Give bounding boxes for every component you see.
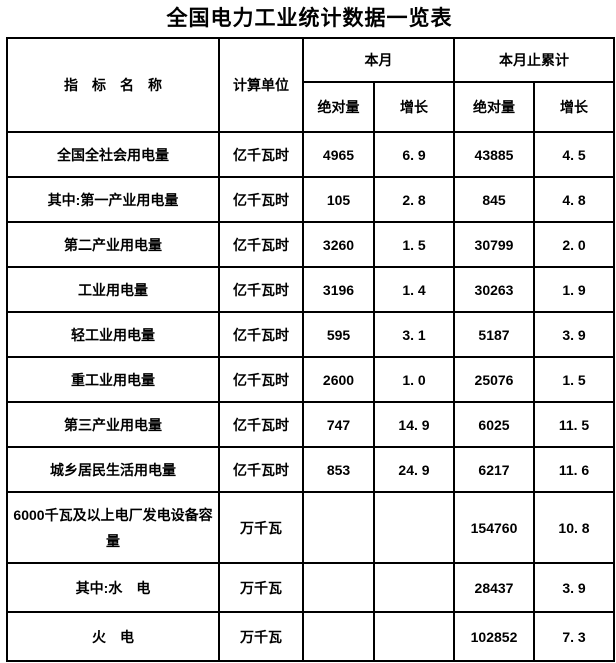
value-cell: 25076 — [453, 356, 535, 403]
value-cell: 595 — [302, 311, 375, 358]
unit-cell: 亿千瓦时 — [218, 176, 304, 223]
value-cell: 2600 — [302, 356, 375, 403]
value-cell: 3. 9 — [533, 562, 615, 613]
value-cell: 1. 5 — [533, 356, 615, 403]
value-cell — [373, 491, 455, 564]
col-header-unit: 计算单位 — [218, 37, 304, 133]
table-row: 轻工业用电量 亿千瓦时 595 3. 1 5187 3. 9 — [6, 311, 615, 358]
value-cell: 3196 — [302, 266, 375, 313]
col-header-cumulative-growth: 增长 — [533, 81, 615, 133]
indicator-cell: 6000千瓦及以上电厂发电设备容量 — [6, 491, 220, 564]
value-cell: 2. 8 — [373, 176, 455, 223]
unit-cell: 亿千瓦时 — [218, 401, 304, 448]
unit-cell: 亿千瓦时 — [218, 446, 304, 493]
statistics-table: 指 标 名 称 计算单位 本月 本月止累计 绝对量 增长 绝对量 增长 全国全社… — [6, 37, 615, 662]
value-cell: 30263 — [453, 266, 535, 313]
page-title: 全国电力工业统计数据一览表 — [166, 7, 453, 30]
table-row: 城乡居民生活用电量 亿千瓦时 853 24. 9 6217 11. 6 — [6, 446, 615, 493]
value-cell: 4. 8 — [533, 176, 615, 223]
indicator-cell: 工业用电量 — [6, 266, 220, 313]
unit-cell: 亿千瓦时 — [218, 221, 304, 268]
unit-cell: 万千瓦 — [218, 611, 304, 662]
value-cell: 747 — [302, 401, 375, 448]
unit-cell: 亿千瓦时 — [218, 356, 304, 403]
indicator-cell: 第三产业用电量 — [6, 401, 220, 448]
value-cell: 4965 — [302, 131, 375, 178]
value-cell — [373, 562, 455, 613]
col-header-cumulative-absolute: 绝对量 — [453, 81, 535, 133]
value-cell: 7. 3 — [533, 611, 615, 662]
col-header-month-growth: 增长 — [373, 81, 455, 133]
value-cell: 105 — [302, 176, 375, 223]
value-cell: 4. 5 — [533, 131, 615, 178]
value-cell — [373, 611, 455, 662]
value-cell: 24. 9 — [373, 446, 455, 493]
table-row: 第三产业用电量 亿千瓦时 747 14. 9 6025 11. 5 — [6, 401, 615, 448]
indicator-cell: 重工业用电量 — [6, 356, 220, 403]
indicator-cell: 轻工业用电量 — [6, 311, 220, 358]
indicator-cell: 城乡居民生活用电量 — [6, 446, 220, 493]
value-cell: 1. 5 — [373, 221, 455, 268]
value-cell: 3. 1 — [373, 311, 455, 358]
value-cell: 6. 9 — [373, 131, 455, 178]
col-header-cumulative: 本月止累计 — [453, 37, 615, 83]
value-cell: 1. 0 — [373, 356, 455, 403]
header-row-subcolumns: 绝对量 增长 绝对量 增长 — [7, 81, 615, 133]
value-cell: 43885 — [453, 131, 535, 178]
value-cell: 102852 — [453, 611, 535, 662]
value-cell: 5187 — [453, 311, 535, 358]
indicator-cell: 第二产业用电量 — [6, 221, 220, 268]
indicator-cell: 全国全社会用电量 — [6, 131, 220, 178]
value-cell — [302, 562, 375, 613]
value-cell: 28437 — [453, 562, 535, 613]
value-cell: 1. 4 — [373, 266, 455, 313]
value-cell: 853 — [302, 446, 375, 493]
table-row: 其中:第一产业用电量 亿千瓦时 105 2. 8 845 4. 8 — [6, 176, 615, 223]
value-cell: 11. 6 — [533, 446, 615, 493]
table-row: 重工业用电量 亿千瓦时 2600 1. 0 25076 1. 5 — [6, 356, 615, 403]
value-cell: 6217 — [453, 446, 535, 493]
value-cell: 845 — [453, 176, 535, 223]
value-cell: 11. 5 — [533, 401, 615, 448]
value-cell: 154760 — [453, 491, 535, 564]
value-cell: 14. 9 — [373, 401, 455, 448]
table-row: 全国全社会用电量 亿千瓦时 4965 6. 9 43885 4. 5 — [6, 131, 615, 178]
value-cell — [302, 491, 375, 564]
table-row: 第二产业用电量 亿千瓦时 3260 1. 5 30799 2. 0 — [6, 221, 615, 268]
indicator-cell: 其中:水 电 — [6, 562, 220, 613]
indicator-cell: 其中:第一产业用电量 — [6, 176, 220, 223]
col-header-indicator: 指 标 名 称 — [6, 37, 220, 133]
indicator-cell: 火 电 — [6, 611, 220, 662]
value-cell — [302, 611, 375, 662]
unit-cell: 万千瓦 — [218, 562, 304, 613]
table-row: 6000千瓦及以上电厂发电设备容量 万千瓦 154760 10. 8 — [6, 491, 615, 564]
unit-cell: 亿千瓦时 — [218, 266, 304, 313]
value-cell: 3. 9 — [533, 311, 615, 358]
unit-cell: 亿千瓦时 — [218, 311, 304, 358]
unit-cell: 亿千瓦时 — [218, 131, 304, 178]
table-row: 火 电 万千瓦 102852 7. 3 — [6, 611, 615, 662]
col-header-month-absolute: 绝对量 — [302, 81, 375, 133]
value-cell: 30799 — [453, 221, 535, 268]
value-cell: 2. 0 — [533, 221, 615, 268]
value-cell: 6025 — [453, 401, 535, 448]
value-cell: 10. 8 — [533, 491, 615, 564]
col-header-month: 本月 — [302, 37, 455, 83]
table-row: 其中:水 电 万千瓦 28437 3. 9 — [6, 562, 615, 613]
unit-cell: 万千瓦 — [218, 491, 304, 564]
value-cell: 3260 — [302, 221, 375, 268]
value-cell: 1. 9 — [533, 266, 615, 313]
header-row-groups: 指 标 名 称 计算单位 本月 本月止累计 — [6, 37, 615, 133]
table-row: 工业用电量 亿千瓦时 3196 1. 4 30263 1. 9 — [6, 266, 615, 313]
